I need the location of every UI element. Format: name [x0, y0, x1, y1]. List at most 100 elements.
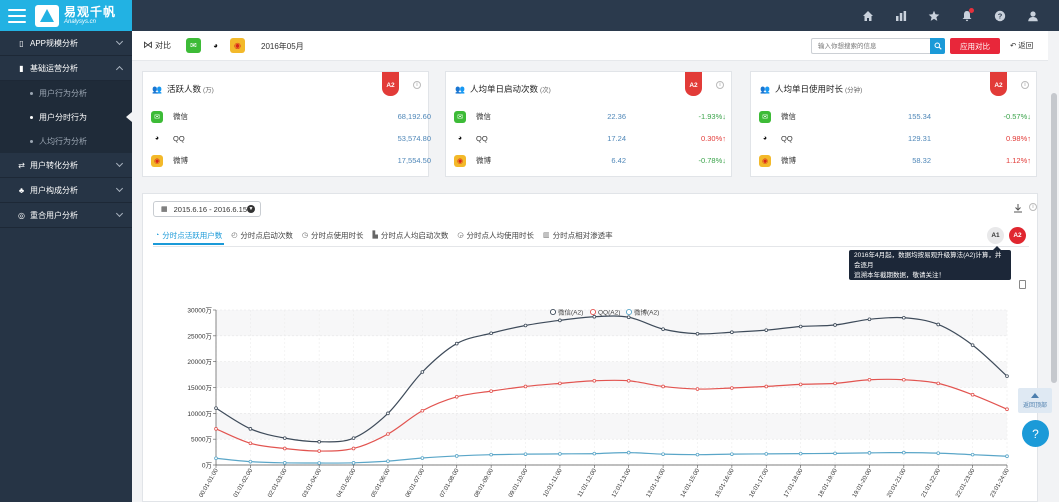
structure-icon: ♣: [18, 185, 25, 195]
back-button[interactable]: ↶ 返回: [1010, 40, 1033, 51]
svg-text:?: ?: [997, 11, 1002, 20]
y-tick-label: 25000万: [187, 332, 212, 340]
data-point: [558, 452, 562, 456]
tooltip-line: 2016年4月起，数据均按易观升级算法(A2)计算，并会逐月: [854, 252, 1002, 269]
data-point: [798, 382, 803, 387]
info-icon[interactable]: i: [716, 81, 724, 89]
info-icon[interactable]: i: [1021, 81, 1029, 89]
phone-icon: ▯: [19, 38, 24, 48]
tab-hourly-penetration[interactable]: ▥ 分时点相对渗透率: [542, 230, 613, 240]
sidebar-group-basic-ops[interactable]: ▮ 基础运营分析: [0, 56, 132, 81]
tab-hourly-per-capita-launches[interactable]: ▙ 分时点人均启动次数: [372, 230, 449, 240]
data-point: [970, 452, 975, 457]
search-icon: [934, 42, 942, 50]
star-icon[interactable]: [925, 7, 942, 24]
back-to-top-label: 返回顶部: [1022, 402, 1047, 409]
algo-a2-button[interactable]: A2: [1009, 227, 1026, 244]
row-value: 58.32: [912, 156, 931, 165]
chart-panel: ▦ 2015.6.16 - 2016.6.15 ▼ i ◔ 分时点活跃用户数 ◴ 分…: [142, 193, 1038, 502]
apply-compare-button[interactable]: 应用对比: [950, 38, 1000, 54]
compare-label: 对比: [155, 41, 171, 50]
app-name: 易观千帆: [64, 5, 117, 19]
users-icon: 👥: [152, 84, 162, 94]
row-value: 17.24: [607, 134, 626, 143]
date-range-picker[interactable]: ▦ 2015.6.16 - 2016.6.15 ▼: [153, 201, 261, 217]
sidebar-group-conversion[interactable]: ⇄ 用户转化分析: [0, 153, 132, 178]
sidebar-submenu: 用户行为分析 用户分时行为 人均行为分析: [0, 81, 132, 153]
chevron-down-icon: [115, 209, 124, 218]
sidebar-item-user-hourly-behavior[interactable]: 用户分时行为: [0, 105, 132, 129]
help-icon[interactable]: ?: [991, 7, 1008, 24]
home-icon[interactable]: [859, 7, 876, 24]
sidebar-group-label: 用户构成分析: [30, 185, 78, 195]
data-point: [764, 452, 769, 456]
tab-hourly-usage-time[interactable]: ◷ 分时点使用时长: [301, 230, 364, 240]
metric-tabs: ◔ 分时点活跃用户数 ◴ 分时点启动次数 ◷ 分时点使用时长 ▙ 分时点人均启动次数 ◶…: [153, 227, 620, 245]
data-point: [248, 459, 253, 464]
data-point: [248, 427, 253, 431]
notification-dot: [969, 8, 974, 13]
row-change: 0.98%↑: [1005, 134, 1031, 143]
hamburger-menu-icon[interactable]: [8, 8, 26, 23]
wechat-icon[interactable]: ✉: [186, 38, 201, 53]
data-point: [695, 331, 700, 336]
scrollbar-thumb[interactable]: [1051, 93, 1057, 383]
bar-chart-icon[interactable]: [892, 7, 909, 24]
page-scrollbar[interactable]: [1048, 31, 1059, 502]
x-tick-label: 12:01-13:00: [611, 467, 633, 498]
search-input[interactable]: [811, 38, 930, 54]
calendar-icon: ▦: [161, 206, 168, 213]
sidebar-group-app-scale[interactable]: ▯ APP规模分析: [0, 31, 132, 56]
legend-label: 微信(A2): [558, 307, 583, 316]
chevron-up-icon: [115, 65, 124, 74]
bell-icon[interactable]: [958, 7, 975, 24]
back-to-top-button[interactable]: 返回顶部: [1018, 388, 1052, 413]
row-value: 22.36: [607, 112, 626, 121]
help-question-icon[interactable]: ?: [1022, 420, 1049, 447]
data-point: [489, 331, 493, 336]
compare-button[interactable]: ⋈ 对比: [143, 40, 171, 51]
weibo-icon[interactable]: ◉: [230, 38, 245, 53]
data-point: [282, 461, 287, 465]
chevron-down-icon: ▼: [247, 205, 255, 213]
logo-text[interactable]: 易观千帆 Analysys.cn: [64, 6, 116, 25]
sidebar-group-structure[interactable]: ♣ 用户构成分析: [0, 178, 132, 203]
info-icon[interactable]: i: [413, 81, 421, 89]
weibo-icon: ◉: [759, 154, 771, 167]
wechat-icon: ✉: [454, 110, 466, 123]
y-tick-label: 5000万: [191, 436, 212, 444]
row-app: 微博: [781, 156, 796, 165]
algo-a1-button[interactable]: A1: [987, 227, 1004, 244]
sidebar-group-overlap[interactable]: ◎ 重合用户分析: [0, 203, 132, 228]
data-point: [764, 328, 769, 332]
row-value: 155.34: [908, 112, 931, 121]
x-tick-label: 11:01-12:00: [577, 467, 598, 498]
tab-hourly-active-users[interactable]: ◔ 分时点活跃用户数: [153, 227, 225, 245]
metric-row: ◕ QQ 17.24 0.30%↑: [454, 130, 726, 147]
tab-hourly-per-capita-usage[interactable]: ◶ 分时点人均使用时长: [457, 230, 534, 240]
data-point: [523, 452, 528, 456]
data-point: [867, 451, 872, 455]
series-line-2: [215, 451, 1008, 464]
sidebar-item-label: 人均行为分析: [39, 136, 87, 146]
tab-hourly-launches[interactable]: ◴ 分时点启动次数: [231, 230, 293, 240]
month-label[interactable]: 2016年05月: [261, 42, 304, 51]
data-point: [351, 446, 356, 451]
qq-penguin-icon: ◕: [151, 132, 163, 145]
data-point: [592, 378, 597, 383]
x-tick-label: 16:01-17:00: [749, 467, 771, 498]
sidebar-item-per-capita-behavior[interactable]: 人均行为分析: [0, 129, 132, 153]
sidebar-item-user-behavior[interactable]: 用户行为分析: [0, 81, 132, 105]
data-view-icon[interactable]: [1019, 280, 1026, 289]
data-point: [317, 461, 321, 465]
data-point: [214, 456, 218, 461]
info-icon[interactable]: i: [1029, 203, 1037, 211]
data-point: [523, 384, 528, 389]
data-point: [970, 392, 975, 397]
qq-penguin-icon[interactable]: ◕: [208, 38, 223, 53]
search-button[interactable]: [930, 38, 945, 54]
top-bar: 易观千帆 Analysys.cn ?: [0, 0, 1059, 31]
data-point: [798, 324, 803, 329]
download-icon[interactable]: [1013, 203, 1023, 213]
user-icon[interactable]: [1024, 7, 1041, 24]
